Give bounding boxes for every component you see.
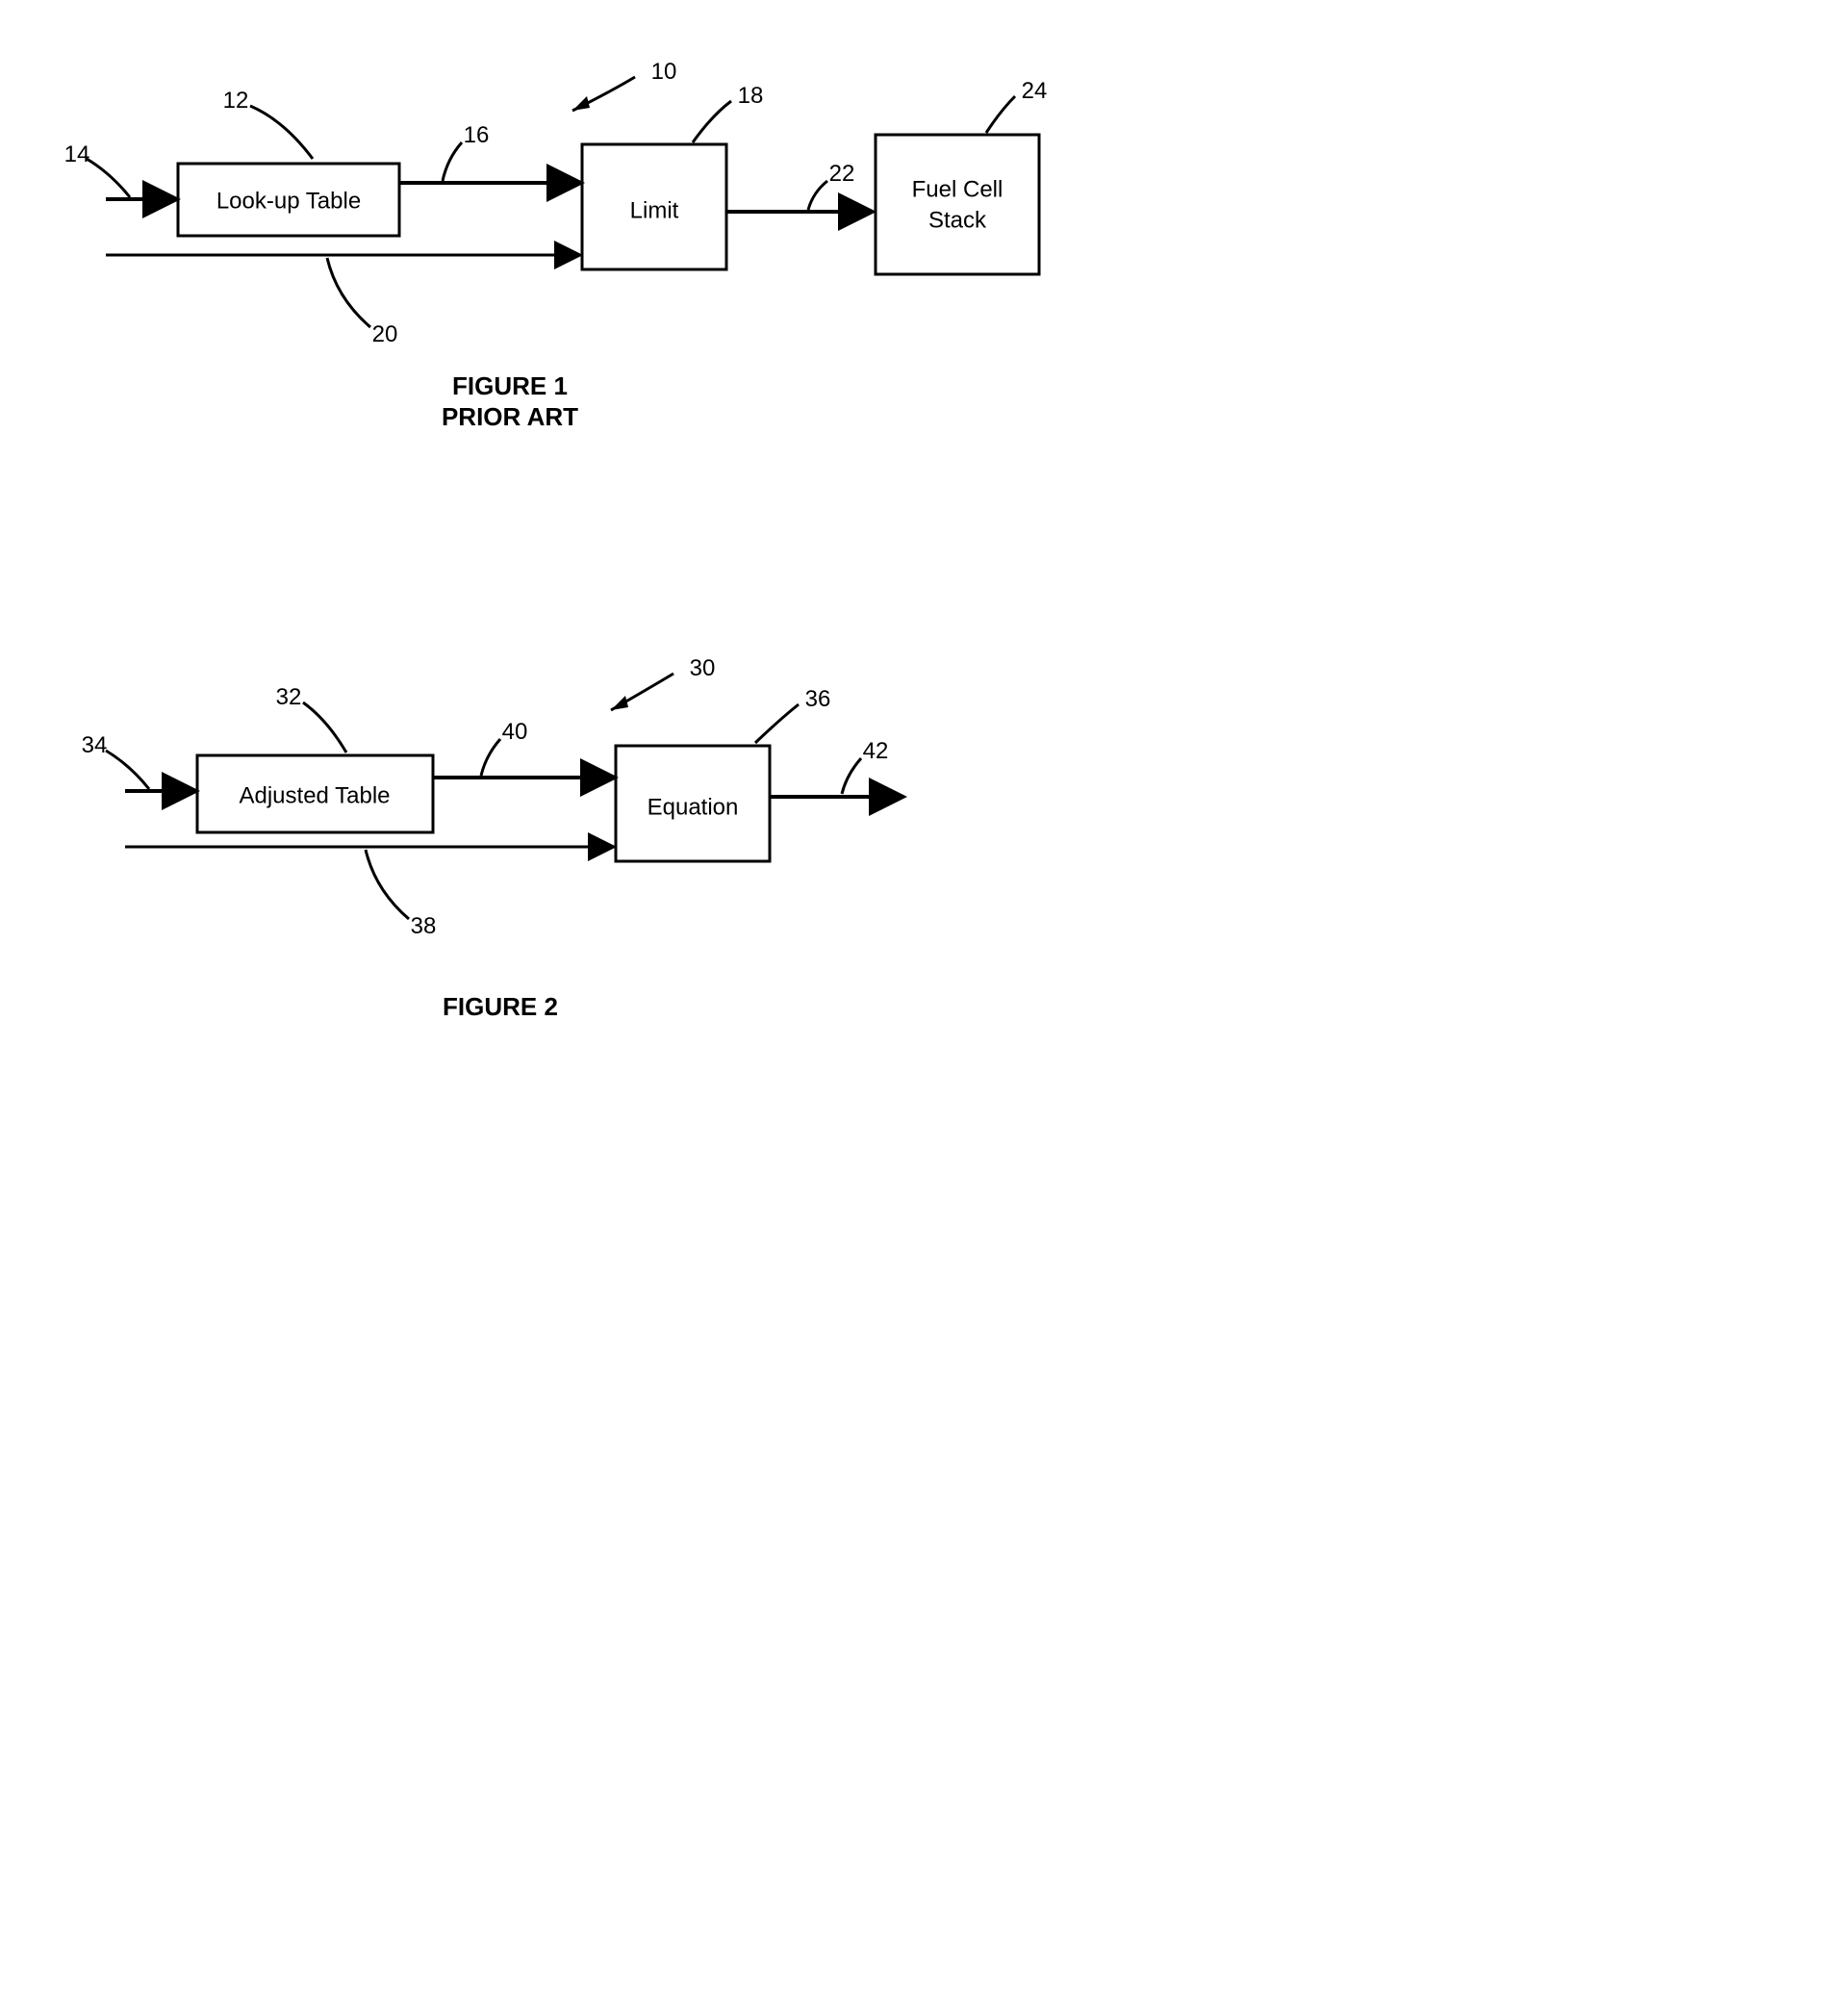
ref-36: 36	[805, 686, 831, 712]
leader-36	[755, 704, 799, 743]
leader-12	[250, 106, 313, 159]
ref-16: 16	[464, 122, 490, 148]
ref-40: 40	[502, 719, 528, 745]
leader-32	[303, 702, 346, 753]
ref-24: 24	[1022, 78, 1048, 104]
ref-22: 22	[829, 161, 855, 187]
fuel-cell-stack-box	[876, 135, 1039, 274]
figure-1: Look-up Table Limit Fuel Cell Stack 10 1…	[38, 38, 1791, 462]
figure-2-caption: FIGURE 2	[443, 992, 558, 1021]
leader-30-arrowhead	[611, 696, 628, 710]
leader-18	[693, 101, 731, 142]
ref-12: 12	[223, 88, 249, 114]
leader-38	[366, 850, 409, 919]
leader-10-arrowhead	[572, 96, 590, 111]
equation-label: Equation	[648, 794, 739, 820]
fuel-cell-stack-label-1: Fuel Cell	[912, 176, 1003, 202]
figure-2: Adjusted Table Equation 30 32 34 36 38 4…	[38, 635, 1791, 1049]
ref-14: 14	[64, 141, 90, 167]
ref-38: 38	[411, 913, 437, 939]
ref-34: 34	[82, 732, 108, 758]
ref-32: 32	[276, 684, 302, 710]
leader-16	[443, 142, 462, 181]
adjusted-table-label: Adjusted Table	[239, 782, 390, 808]
figure-2-svg: Adjusted Table Equation 30 32 34 36 38 4…	[38, 635, 1097, 1049]
leader-14	[87, 159, 130, 197]
leader-34	[106, 751, 149, 789]
lookup-table-label: Look-up Table	[216, 188, 361, 214]
ref-20: 20	[372, 321, 398, 347]
leader-42	[842, 758, 861, 794]
fuel-cell-stack-label-2: Stack	[928, 207, 987, 233]
figure-1-svg: Look-up Table Limit Fuel Cell Stack 10 1…	[38, 38, 1097, 462]
ref-42: 42	[863, 738, 889, 764]
leader-40	[481, 739, 500, 776]
leader-24	[986, 96, 1015, 133]
ref-10: 10	[651, 59, 677, 85]
ref-30: 30	[690, 655, 716, 681]
figure-1-caption-line2: PRIOR ART	[442, 402, 578, 431]
ref-18: 18	[738, 83, 764, 109]
limit-label: Limit	[630, 197, 679, 223]
leader-20	[327, 258, 370, 327]
leader-22	[808, 181, 827, 210]
figure-1-caption-line1: FIGURE 1	[452, 371, 568, 400]
